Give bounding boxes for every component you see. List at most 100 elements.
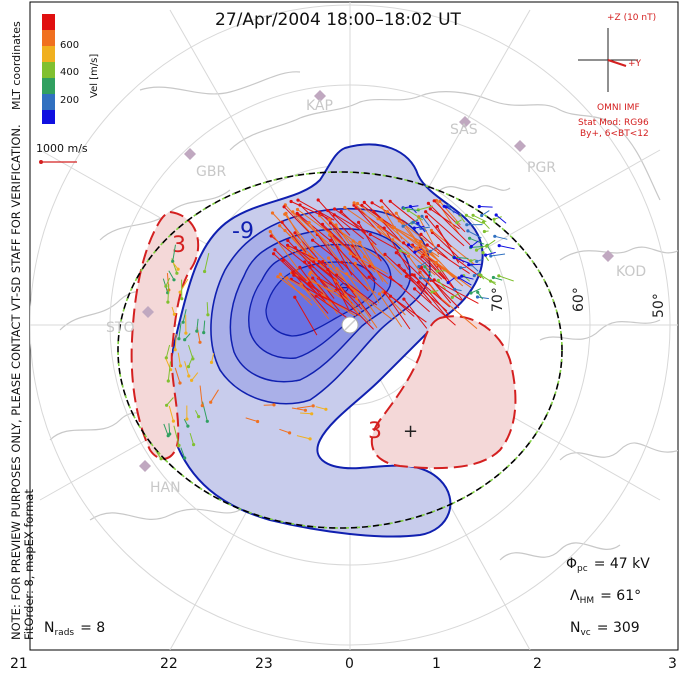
velocity-vector	[294, 232, 319, 260]
mlt-tick-3: 3	[668, 656, 677, 672]
velocity-vector	[437, 280, 446, 290]
velocity-vector	[281, 221, 307, 253]
velocity-vector	[196, 326, 201, 343]
mlt-tick-2: 2	[533, 656, 542, 672]
velocity-vector	[417, 222, 426, 233]
station-sas: SAS	[450, 116, 478, 138]
velocity-vector	[297, 209, 334, 236]
velocity-vector	[347, 286, 372, 317]
scale-vector: 1000 m/s	[36, 142, 88, 164]
velocity-vector	[354, 290, 393, 320]
verification-note: NOTE: FOR PREVIEW PURPOSES ONLY, PLEASE …	[9, 124, 23, 640]
station-kap: KAP	[306, 90, 333, 114]
velocity-vector	[368, 276, 415, 317]
velocity-vector	[381, 207, 403, 240]
velocity-vector	[336, 282, 363, 310]
velocity-vector	[466, 214, 483, 224]
velocity-vector	[346, 273, 376, 315]
velocity-vector	[285, 213, 307, 250]
velocity-vector	[403, 207, 420, 212]
velocity-vector	[319, 294, 360, 316]
coastlines	[49, 71, 678, 561]
velocity-vector	[318, 261, 354, 293]
velocity-vector	[412, 221, 427, 232]
imf-by-label: +Y	[628, 59, 642, 69]
velocity-vector	[384, 292, 411, 330]
velocity-vector	[304, 261, 329, 288]
velocity-vector	[435, 200, 460, 235]
mlt-tick-0: 0	[345, 656, 354, 672]
velocity-vector	[283, 206, 310, 233]
map-title: 27/Apr/2004 18:00–18:02 UT	[215, 10, 461, 30]
velocity-vector	[334, 278, 361, 317]
velocity-vector	[408, 210, 424, 221]
svg-text:PGR: PGR	[527, 160, 556, 176]
velocity-vector	[245, 417, 258, 422]
svg-text:GBR: GBR	[196, 164, 226, 180]
velocity-vector	[389, 200, 417, 223]
velocity-vector	[196, 318, 199, 332]
velocity-vector	[384, 254, 412, 279]
velocity-vector	[353, 202, 390, 239]
velocity-vector	[480, 274, 497, 286]
coordinates-label: MLT coordinates	[10, 21, 23, 110]
velocity-vector	[168, 423, 171, 435]
velocity-vector	[398, 264, 423, 290]
velocity-vector	[414, 288, 456, 326]
velocity-vector	[476, 244, 487, 251]
velocity-vector	[206, 302, 209, 315]
imf-vector-icon	[607, 59, 627, 67]
vector-origin	[195, 329, 199, 333]
velocity-vector	[392, 239, 436, 276]
velocity-vector	[470, 264, 479, 272]
velocity-vector	[490, 253, 506, 257]
velocity-vector	[199, 385, 203, 406]
velocity-vector	[430, 208, 460, 230]
svg-text:SAS: SAS	[450, 122, 478, 138]
velocity-vector	[308, 262, 353, 304]
velocity-vector	[470, 258, 476, 262]
velocity-vector	[479, 206, 493, 208]
vector-origin	[164, 356, 168, 360]
velocity-vector	[469, 237, 485, 245]
imf-clock: +Z (10 nT) +Y OMNI IMF Stat Mod: RG96 By…	[578, 13, 656, 139]
velocity-vector	[211, 353, 215, 363]
velocity-vector	[174, 333, 177, 350]
velocity-vector	[490, 280, 496, 283]
velocity-vector	[419, 267, 460, 309]
velocity-vector	[296, 435, 311, 440]
velocity-vector	[377, 218, 424, 243]
velocity-vector	[493, 277, 503, 281]
velocity-vector	[180, 447, 186, 459]
svg-text:Φpc= 47 kV: Φpc = 47 kV	[566, 556, 650, 574]
velocity-vector	[387, 211, 427, 242]
imf-bz-label: +Z (10 nT)	[607, 13, 656, 23]
velocity-vector	[277, 276, 311, 301]
velocity-vector	[438, 245, 482, 279]
velocity-vector	[353, 255, 377, 281]
station-han: HAN	[139, 460, 181, 496]
velocity-vector	[458, 277, 472, 286]
velocity-vector	[282, 259, 326, 302]
velocity-vector	[371, 243, 403, 276]
svg-text:60°: 60°	[571, 287, 587, 312]
velocity-vector	[433, 200, 466, 233]
velocity-vector	[172, 244, 176, 262]
velocity-vector	[307, 277, 347, 302]
vector-origin	[202, 331, 206, 335]
velocity-vector	[414, 225, 425, 229]
velocity-vector	[292, 211, 336, 250]
velocity-vector	[444, 205, 449, 208]
velocity-vector	[467, 230, 482, 239]
mlt-tick-23: 23	[255, 656, 273, 672]
velocity-vector	[499, 245, 515, 250]
velocity-vector	[498, 275, 514, 282]
velocity-vector	[191, 372, 199, 381]
velocity-vector	[308, 222, 341, 263]
velocity-colorbar: 600 400 200 Vel [m/s]	[42, 14, 100, 124]
velocity-vector	[293, 274, 324, 295]
velocity-vector	[395, 252, 431, 286]
velocity-vector	[428, 203, 471, 246]
svg-text:KOD: KOD	[616, 264, 646, 280]
velocity-vector	[447, 277, 455, 283]
